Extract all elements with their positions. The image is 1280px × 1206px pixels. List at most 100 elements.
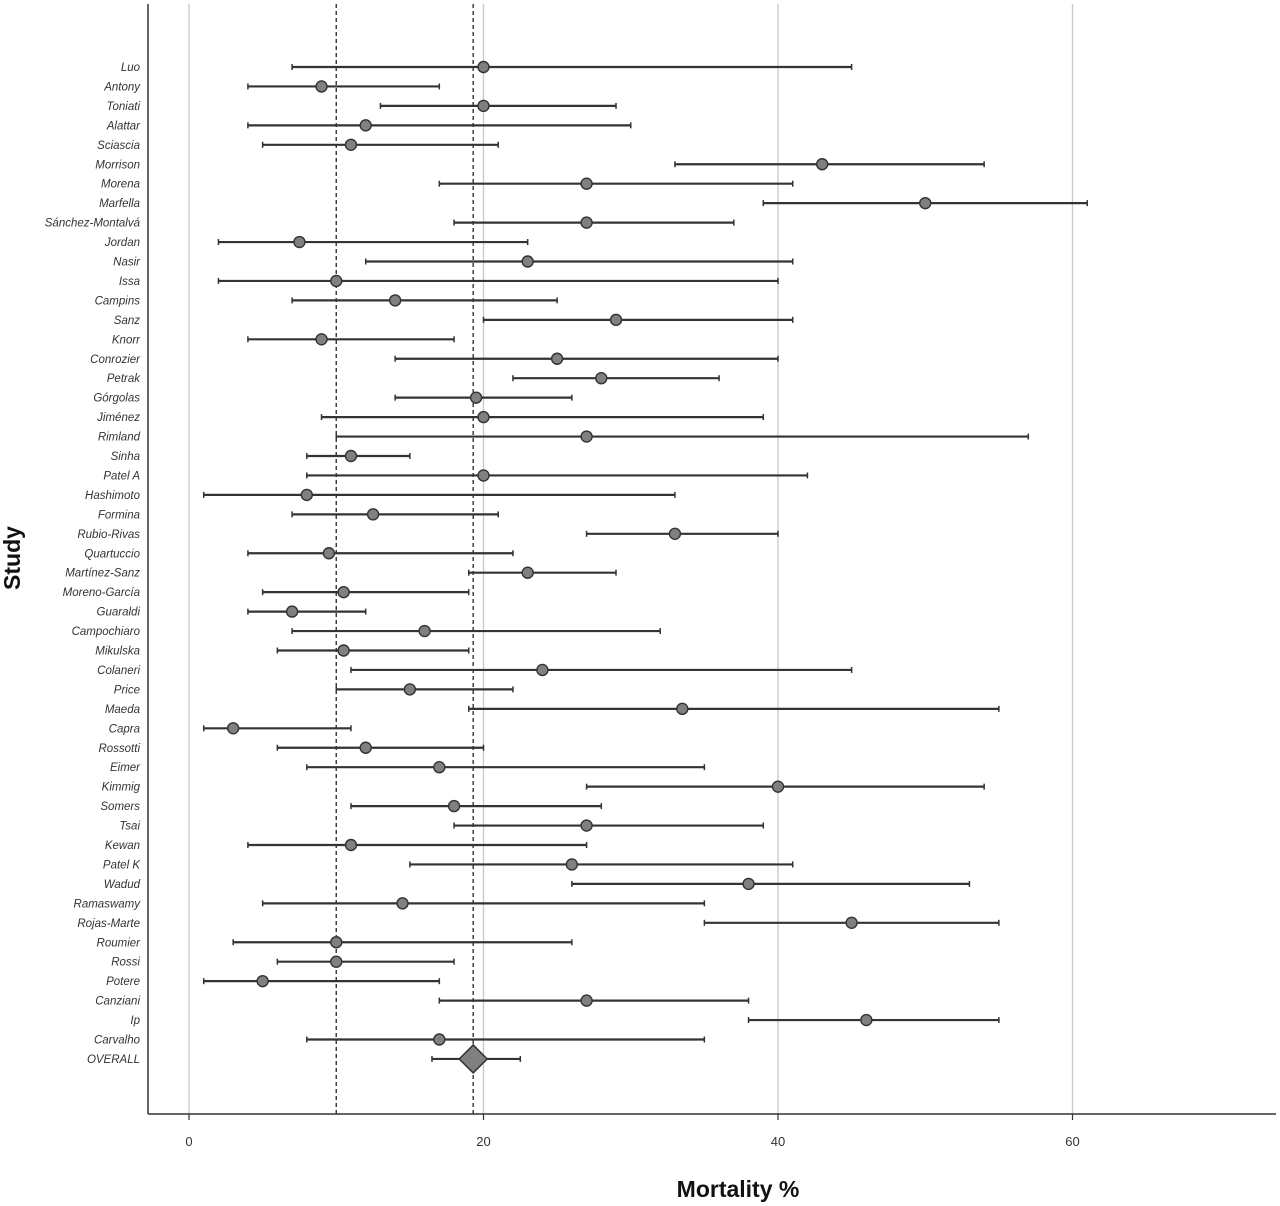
- study-label: Roumier: [97, 937, 142, 949]
- estimate-point: [396, 897, 409, 910]
- study-label: Rojas-Marte: [77, 918, 140, 930]
- study-row: Moreno-García: [63, 585, 470, 599]
- study-row: Price: [114, 683, 514, 696]
- study-label: Rimland: [98, 432, 141, 444]
- study-row: Kimmig: [102, 780, 985, 794]
- estimate-point: [580, 994, 593, 1007]
- estimate-point: [322, 547, 336, 560]
- study-row: Conrozier: [90, 352, 779, 366]
- estimate-point: [256, 974, 269, 988]
- study-row: Rossotti: [98, 741, 485, 755]
- study-row: Rojas-Marte: [77, 916, 1000, 930]
- study-row: Campins: [95, 294, 558, 307]
- study-row: Sinha: [111, 449, 411, 463]
- study-label: Sinha: [111, 451, 140, 463]
- study-label: Petrak: [107, 373, 141, 385]
- estimate-point: [388, 294, 402, 307]
- overall-label: OVERALL: [87, 1054, 140, 1066]
- overall-summary: OVERALL: [87, 1043, 522, 1075]
- estimate-point: [860, 1013, 873, 1027]
- estimate-point: [668, 527, 682, 540]
- estimate-point: [418, 624, 431, 638]
- study-label: Jordan: [104, 237, 140, 249]
- study-row: Ip: [130, 1013, 1000, 1027]
- study-label: Sciascia: [97, 140, 140, 152]
- study-label: Canziani: [95, 996, 140, 1008]
- estimate-point: [344, 138, 358, 152]
- study-label: Quartuccio: [84, 548, 140, 560]
- study-row: Hashimoto: [85, 488, 676, 502]
- study-label: Patel A: [103, 470, 140, 482]
- estimate-point: [845, 916, 858, 929]
- study-label: Campins: [95, 295, 141, 307]
- study-label: Hashimoto: [85, 490, 141, 502]
- study-row: Eimer: [110, 761, 706, 774]
- study-label: Patel K: [103, 859, 141, 871]
- study-row: Jiménez: [96, 410, 765, 424]
- study-row: Rimland: [98, 430, 1030, 444]
- estimate-point: [366, 508, 380, 521]
- study-row: Quartuccio: [84, 547, 514, 560]
- study-label: Rossi: [111, 957, 140, 969]
- study-label: Carvalho: [94, 1035, 141, 1047]
- study-label: Jiménez: [96, 412, 140, 424]
- study-row: Guaraldi: [97, 605, 367, 619]
- study-row: Knorr: [112, 333, 455, 346]
- x-tick-label: 20: [476, 1134, 490, 1149]
- estimate-point: [330, 936, 343, 949]
- study-label: Maeda: [105, 704, 140, 716]
- study-label: Campochiaro: [72, 626, 141, 638]
- study-row: Potere: [106, 974, 441, 988]
- estimate-point: [469, 391, 483, 404]
- study-label: Price: [114, 684, 140, 696]
- overall-diamond: [458, 1043, 489, 1075]
- estimate-point: [433, 1033, 446, 1046]
- x-axis-ticks: 0 20 40 60: [185, 1114, 1080, 1149]
- study-label: Guaraldi: [97, 607, 141, 619]
- study-row: Tsai: [119, 819, 765, 833]
- study-label: Knorr: [112, 334, 141, 346]
- study-rows: Luo Antony Toniati Alattar Sciascia Morrison M…: [45, 60, 1088, 1047]
- estimate-point: [344, 449, 358, 463]
- study-row: Formina: [98, 508, 499, 521]
- study-row: Maeda: [105, 702, 1000, 716]
- estimate-point: [676, 702, 689, 716]
- study-label: Antony: [103, 81, 141, 93]
- estimate-point: [742, 877, 755, 891]
- study-label: Morena: [101, 179, 140, 191]
- study-label: Kimmig: [102, 782, 141, 794]
- study-row: Roumier: [97, 936, 573, 949]
- estimate-point: [536, 663, 549, 677]
- study-row: Rossi: [111, 955, 455, 969]
- estimate-point: [580, 177, 593, 190]
- study-row: Morrison: [95, 158, 985, 171]
- study-row: Mikulska: [95, 644, 470, 658]
- estimate-point: [344, 838, 358, 852]
- grid-layer: [188, 4, 1074, 1114]
- study-row: Carvalho: [94, 1033, 706, 1047]
- study-row: Colaneri: [97, 663, 853, 677]
- study-row: Sciascia: [97, 138, 499, 152]
- axes: [147, 4, 1276, 1115]
- study-label: Sánchez-Montalvá: [45, 218, 141, 230]
- estimate-point: [330, 274, 343, 288]
- study-label: Potere: [106, 976, 140, 988]
- estimate-point: [609, 313, 623, 327]
- estimate-point: [595, 372, 608, 385]
- estimate-point: [359, 741, 372, 754]
- x-tick-label: 40: [771, 1134, 785, 1149]
- study-label: Rossotti: [98, 743, 140, 755]
- study-row: Morena: [101, 177, 794, 191]
- estimate-point: [293, 235, 306, 249]
- study-row: Toniati: [107, 99, 617, 113]
- study-row: Campochiaro: [72, 624, 661, 638]
- estimate-point: [337, 644, 350, 657]
- reference-lines: [335, 4, 474, 1114]
- study-row: Antony: [103, 80, 441, 93]
- study-label: Capra: [109, 723, 140, 735]
- study-label: Ramaswamy: [74, 898, 142, 910]
- study-row: Rubio-Rivas: [77, 527, 779, 541]
- study-row: Martínez-Sanz: [65, 566, 617, 580]
- study-label: Alattar: [106, 120, 141, 132]
